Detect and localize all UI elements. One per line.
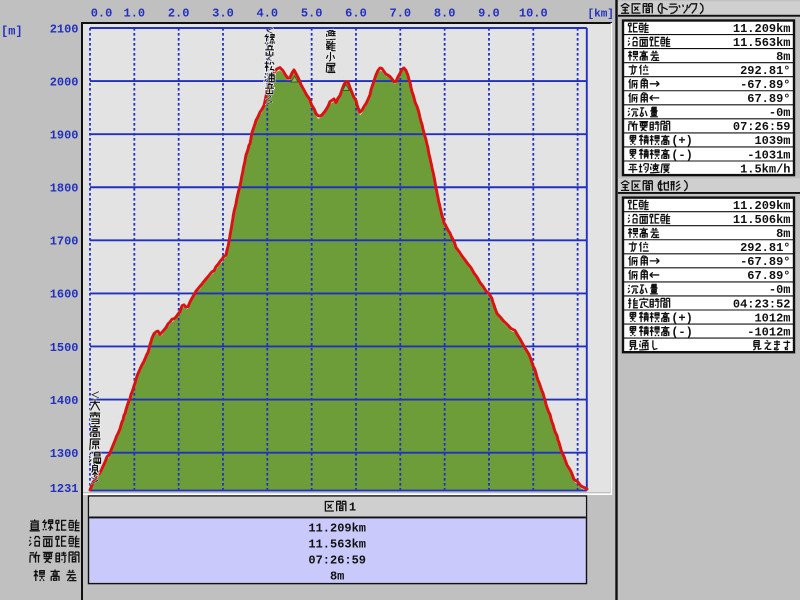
svg-text:2100: 2100 — [50, 22, 79, 36]
svg-text:1012m: 1012m — [754, 311, 790, 325]
svg-text:10.0: 10.0 — [519, 7, 548, 21]
svg-text:11.506km: 11.506km — [733, 213, 791, 227]
svg-text:8.0: 8.0 — [434, 7, 456, 21]
svg-text:11.563km: 11.563km — [733, 36, 791, 50]
svg-text:9.0: 9.0 — [478, 7, 500, 21]
svg-text:0.0: 0.0 — [91, 7, 113, 21]
svg-text:11.209km: 11.209km — [733, 199, 791, 213]
svg-text:1600: 1600 — [50, 288, 79, 302]
svg-text:1.0: 1.0 — [124, 7, 146, 21]
svg-text:4.0: 4.0 — [257, 7, 279, 21]
svg-text:2000: 2000 — [50, 75, 79, 89]
svg-text:1900: 1900 — [50, 128, 79, 142]
svg-text:04:23:52: 04:23:52 — [733, 297, 791, 311]
svg-text:1400: 1400 — [50, 394, 79, 408]
svg-text:292.81°: 292.81° — [740, 241, 790, 255]
svg-text:(+): (+) — [671, 311, 693, 325]
svg-text:292.81°: 292.81° — [740, 64, 790, 78]
svg-text:8m: 8m — [776, 50, 790, 64]
svg-text:7.0: 7.0 — [390, 7, 412, 21]
svg-text:2.0: 2.0 — [168, 7, 190, 21]
svg-text:1800: 1800 — [50, 182, 79, 196]
svg-text:5.0: 5.0 — [301, 7, 323, 21]
svg-text:-1031m: -1031m — [747, 148, 790, 162]
svg-text:1500: 1500 — [50, 341, 79, 355]
svg-text:1700: 1700 — [50, 235, 79, 249]
svg-text:11.563km: 11.563km — [308, 537, 366, 551]
svg-text:67.89°: 67.89° — [747, 269, 790, 283]
svg-text:1039m: 1039m — [754, 134, 790, 148]
svg-text:[km]: [km] — [588, 9, 614, 21]
svg-text:-67.89°: -67.89° — [740, 78, 790, 92]
svg-text:(+): (+) — [671, 134, 693, 148]
svg-text:1231: 1231 — [50, 482, 79, 496]
svg-text:1: 1 — [349, 501, 356, 515]
svg-text:11.209km: 11.209km — [308, 521, 366, 535]
svg-text:07:26:59: 07:26:59 — [308, 553, 366, 567]
svg-text:11.209km: 11.209km — [733, 22, 791, 36]
svg-text:[m]: [m] — [1, 25, 23, 39]
svg-text:-0m: -0m — [769, 106, 791, 120]
svg-text:-1012m: -1012m — [747, 325, 790, 339]
svg-text:3.0: 3.0 — [212, 7, 234, 21]
svg-text:-0m: -0m — [769, 283, 791, 297]
svg-text:(-): (-) — [671, 325, 693, 339]
svg-text:6.0: 6.0 — [345, 7, 367, 21]
svg-text:8m: 8m — [330, 569, 344, 583]
svg-text:-67.89°: -67.89° — [740, 255, 790, 269]
svg-text:(-): (-) — [671, 148, 693, 162]
svg-text:1.5km/h: 1.5km/h — [740, 162, 790, 176]
svg-text:1300: 1300 — [50, 447, 79, 461]
svg-text:67.89°: 67.89° — [747, 92, 790, 106]
svg-text:8m: 8m — [776, 227, 790, 241]
svg-text:07:26:59: 07:26:59 — [733, 120, 791, 134]
